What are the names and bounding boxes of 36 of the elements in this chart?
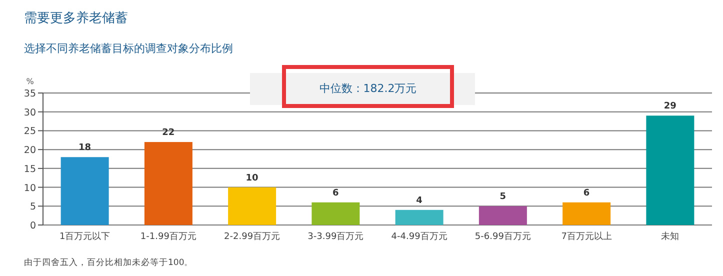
bar <box>395 210 444 225</box>
bar <box>478 206 527 225</box>
bar <box>562 202 611 225</box>
y-tick-label: 10 <box>24 182 36 194</box>
y-axis-title: % <box>26 77 34 86</box>
data-label: 22 <box>162 128 175 138</box>
text: 由于四舍五入，百分比相加未必等于100。 <box>24 257 194 268</box>
chart-title: 需要更多养老储蓄 <box>24 10 128 26</box>
y-tick-label: 0 <box>30 220 36 232</box>
data-label: 6 <box>583 188 590 198</box>
y-tick-label: 30 <box>24 107 36 118</box>
y-tick-label: 15 <box>24 164 36 175</box>
chart-subtitle: 选择不同养老储蓄目标的调查对象分布比例 <box>24 42 233 55</box>
data-label: 29 <box>664 102 676 112</box>
data-label: 6 <box>332 188 339 198</box>
bar <box>312 202 360 225</box>
y-tick-label: 5 <box>30 202 36 213</box>
bar <box>646 116 694 225</box>
y-tick-label: 25 <box>24 126 36 138</box>
data-label: 10 <box>246 173 258 184</box>
bar <box>144 142 192 225</box>
x-tick-label: 5-6.99百万元 <box>474 231 531 242</box>
x-tick-label: 2-2.99百万元 <box>224 231 280 242</box>
x-tick-label: 4-4.99百万元 <box>391 231 448 242</box>
x-tick-label: 3-3.99百万元 <box>308 231 364 242</box>
y-tick-label: 35 <box>24 88 36 100</box>
bar <box>60 157 109 225</box>
x-tick-label: 7百万元以上 <box>561 231 612 242</box>
annotation: 中位数：182.2万元 <box>319 82 417 95</box>
x-tick-label: 未知 <box>661 231 680 242</box>
x-tick-label: 1百万元以下 <box>59 231 110 242</box>
y-tick-label: 20 <box>24 145 36 156</box>
x-tick-label: 1-1.99百万元 <box>140 231 196 242</box>
data-label: 5 <box>500 192 506 202</box>
bar <box>228 187 276 225</box>
data-label: 4 <box>416 196 422 206</box>
